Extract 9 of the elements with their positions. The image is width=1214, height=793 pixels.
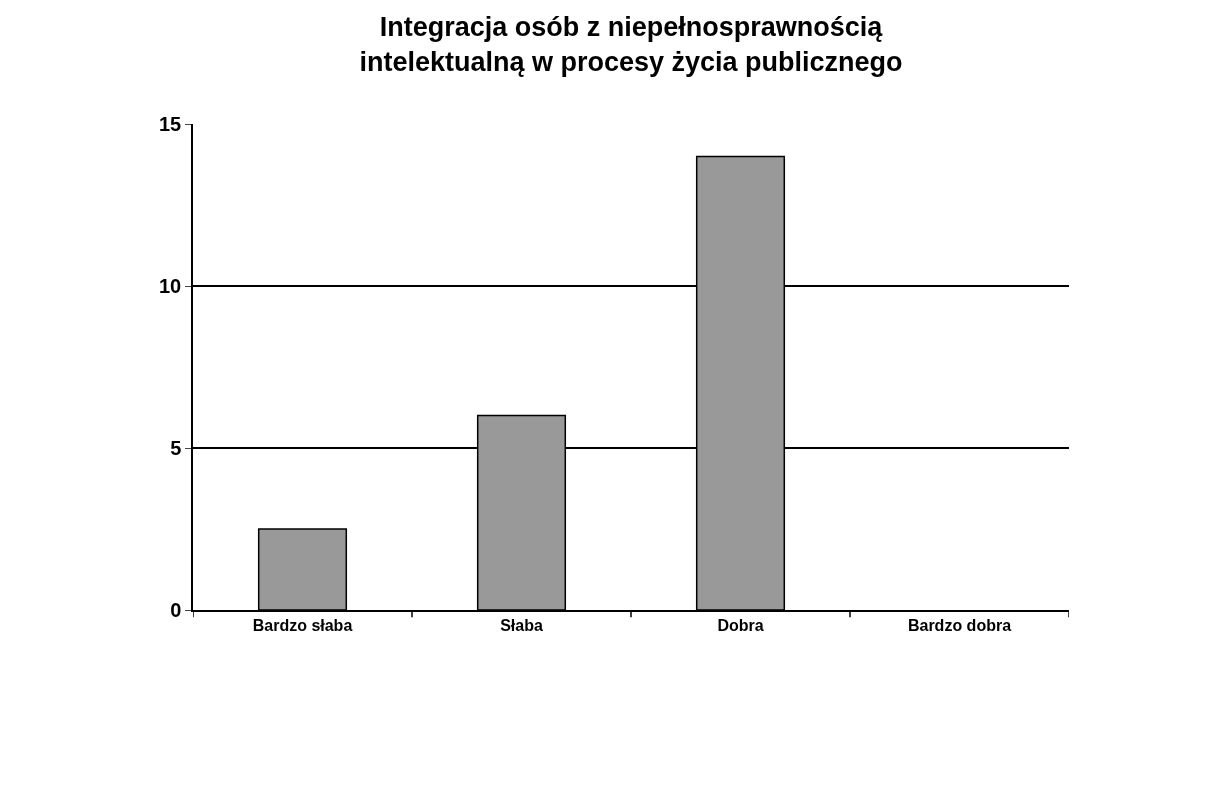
y-tick-label: 0 (170, 599, 182, 621)
y-tick-label: 15 (159, 113, 182, 135)
x-tick-label: Bardzo słaba (252, 616, 353, 634)
y-tick-label: 10 (159, 275, 182, 297)
x-tick-label: Bardzo dobra (907, 616, 1012, 634)
x-tick-label: Dobra (717, 616, 764, 634)
chart-title: Integracja osób z niepełnosprawnością intelektualną w procesy życia publicznego (359, 11, 903, 77)
x-tick-label: Słaba (500, 616, 543, 634)
y-tick-label: 5 (170, 437, 182, 459)
